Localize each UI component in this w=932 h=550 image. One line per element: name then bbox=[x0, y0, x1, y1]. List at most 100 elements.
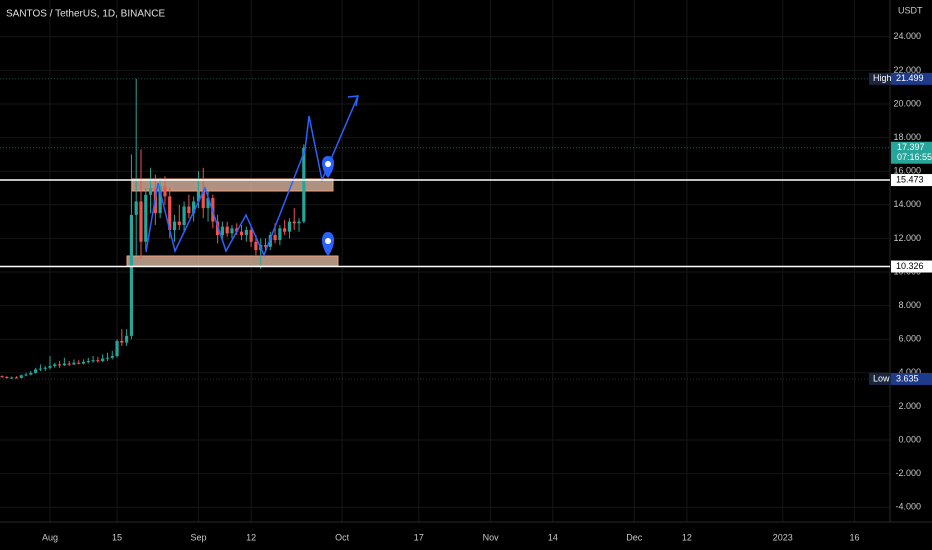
candle-body bbox=[62, 363, 66, 366]
support-zone bbox=[126, 255, 339, 267]
price-badge bbox=[891, 260, 932, 273]
candle-body bbox=[86, 361, 90, 363]
candle-body bbox=[287, 221, 292, 232]
candle-body bbox=[182, 206, 186, 225]
candle-body bbox=[239, 231, 244, 236]
pin-marker bbox=[322, 156, 334, 178]
candle-body bbox=[302, 147, 306, 222]
candle-body bbox=[77, 362, 81, 364]
price-badge bbox=[891, 72, 932, 85]
candle-body bbox=[129, 214, 134, 336]
x-tick-label: Nov bbox=[483, 532, 500, 542]
candle-body bbox=[96, 360, 100, 362]
last-price-label: 17.397 bbox=[897, 142, 925, 152]
candle-body bbox=[263, 245, 268, 247]
countdown-label: 07:16:55 bbox=[897, 152, 932, 162]
y-tick-label: 12.000 bbox=[893, 233, 921, 243]
price-badge bbox=[891, 372, 932, 385]
candle-body bbox=[34, 369, 38, 373]
projection-path bbox=[145, 95, 359, 257]
y-tick-label: 18.000 bbox=[893, 132, 921, 142]
candle-body bbox=[5, 377, 9, 379]
candle-body bbox=[29, 372, 33, 375]
candle-body bbox=[278, 228, 282, 241]
arrow-head bbox=[347, 95, 359, 107]
candle-body bbox=[110, 356, 114, 358]
candle-body bbox=[53, 364, 57, 367]
candle-body bbox=[216, 221, 220, 236]
x-tick-label: Dec bbox=[626, 532, 643, 542]
candle-body bbox=[244, 230, 248, 236]
candle-body bbox=[144, 194, 148, 242]
x-tick-label: 12 bbox=[246, 532, 256, 542]
y-tick-label: 22.000 bbox=[893, 65, 921, 75]
candle-body bbox=[101, 358, 105, 362]
candle-body bbox=[24, 374, 28, 376]
x-tick-label: Sep bbox=[190, 532, 206, 542]
x-tick-label: 15 bbox=[112, 532, 122, 542]
candle-body bbox=[192, 201, 196, 214]
candle-body bbox=[115, 340, 119, 357]
marker-tag-label: Low bbox=[873, 373, 890, 383]
y-tick-label: -2.000 bbox=[895, 468, 921, 478]
candle-body bbox=[172, 221, 177, 231]
y-tick-label: 6.000 bbox=[898, 334, 921, 344]
price-badge-label: 15.473 bbox=[896, 174, 924, 184]
candle-body bbox=[220, 226, 225, 236]
candle-body bbox=[273, 235, 277, 241]
y-tick-label: 2.000 bbox=[898, 401, 921, 411]
x-tick-label: Aug bbox=[42, 532, 58, 542]
y-tick-label: 0.000 bbox=[898, 434, 921, 444]
y-tick-label: 8.000 bbox=[898, 300, 921, 310]
candle-body bbox=[196, 191, 201, 202]
price-badge bbox=[891, 174, 932, 187]
candle-body bbox=[57, 364, 62, 366]
candle-body bbox=[0, 376, 4, 378]
price-badge-label: 10.326 bbox=[896, 261, 924, 271]
candle-body bbox=[125, 335, 129, 343]
last-price-badge bbox=[891, 141, 932, 164]
candle-body bbox=[48, 366, 52, 368]
x-tick-label: Oct bbox=[335, 532, 350, 542]
candle-body bbox=[177, 221, 181, 225]
x-tick-label: 17 bbox=[414, 532, 424, 542]
candle-body bbox=[105, 357, 110, 359]
candle-body bbox=[254, 241, 258, 251]
candle-body bbox=[235, 228, 239, 232]
candle-body bbox=[14, 377, 19, 379]
marker-tag-label: High bbox=[873, 73, 892, 83]
candle-body bbox=[120, 340, 124, 343]
y-tick-label: 14.000 bbox=[893, 199, 921, 209]
candle-body bbox=[225, 226, 229, 234]
x-tick-label: 16 bbox=[850, 532, 860, 542]
marker-tag bbox=[869, 72, 891, 85]
candle-body bbox=[249, 230, 253, 242]
candle-body bbox=[10, 377, 14, 379]
marker-tag bbox=[869, 372, 891, 385]
candle-body bbox=[297, 221, 301, 224]
x-tick-label: 12 bbox=[682, 532, 692, 542]
candle-body bbox=[134, 201, 138, 215]
y-tick-label: -4.000 bbox=[895, 502, 921, 512]
y-tick-label: 20.000 bbox=[893, 98, 921, 108]
candle-body bbox=[168, 196, 172, 231]
candle-body bbox=[230, 228, 234, 234]
pin-marker bbox=[322, 232, 334, 256]
candle-body bbox=[43, 367, 47, 369]
candle-body bbox=[292, 221, 296, 224]
y-tick-label: 16.000 bbox=[893, 166, 921, 176]
candle-body bbox=[206, 198, 210, 209]
resistance-zone bbox=[131, 178, 334, 192]
y-tick-label: 4.000 bbox=[898, 367, 921, 377]
candle-body bbox=[38, 368, 43, 370]
candle-body bbox=[148, 188, 153, 195]
x-tick-label: 2023 bbox=[773, 532, 793, 542]
candle-body bbox=[201, 191, 205, 209]
candle-body bbox=[91, 360, 95, 362]
candle-body bbox=[67, 363, 71, 365]
y-tick-label: 24.000 bbox=[893, 31, 921, 41]
candle-body bbox=[283, 228, 287, 232]
x-tick-label: 14 bbox=[548, 532, 558, 542]
candle-body bbox=[163, 186, 167, 197]
